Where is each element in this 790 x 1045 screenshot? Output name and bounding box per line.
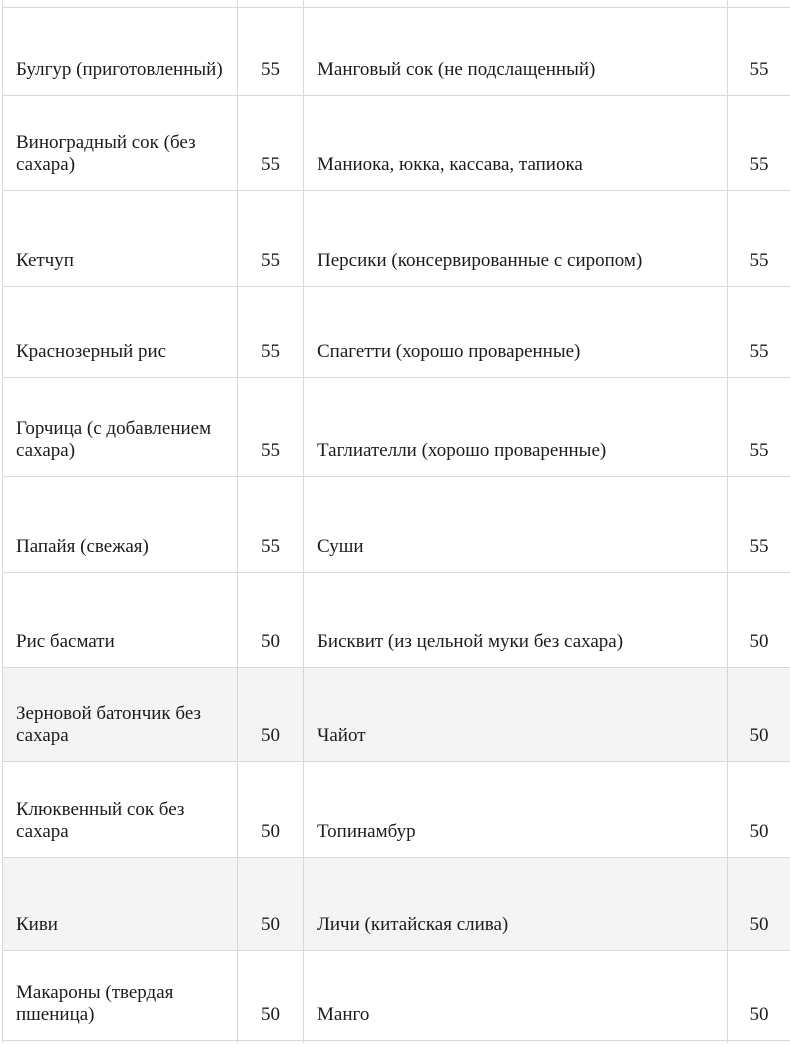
- table-row: Горчица (с добавлением сахара) 55 Таглиа…: [2, 376, 790, 477]
- table-row: Макароны (твердая пшеница) 50 Манго 50: [2, 949, 790, 1041]
- spacer-cell: [2, 1039, 238, 1043]
- gi-value-right: 50: [727, 856, 790, 951]
- gi-value-right: 50: [727, 760, 790, 858]
- spacer-cell: [303, 0, 728, 8]
- food-name-right: Спагетти (хорошо проваренные): [303, 285, 728, 378]
- gi-value-left: 55: [237, 6, 304, 96]
- gi-value-right: 50: [727, 571, 790, 668]
- table-row: Зерновой батончик без сахара 50 Чайот 50: [2, 666, 790, 762]
- table-crop-sliver-bottom: [2, 1039, 790, 1043]
- gi-value-left: 55: [237, 189, 304, 287]
- gi-value-left: 50: [237, 856, 304, 951]
- gi-value-right: 55: [727, 475, 790, 573]
- gi-value-left: 55: [237, 475, 304, 573]
- table-row: Рис басмати 50 Бисквит (из цельной муки …: [2, 571, 790, 668]
- spacer-cell: [237, 0, 304, 8]
- food-name-left: Папайя (свежая): [2, 475, 238, 573]
- food-name-left: Зерновой батончик без сахара: [2, 666, 238, 762]
- table-row: Краснозерный рис 55 Спагетти (хорошо про…: [2, 285, 790, 378]
- food-name-left: Кетчуп: [2, 189, 238, 287]
- spacer-cell: [727, 0, 790, 8]
- gi-value-right: 55: [727, 94, 790, 191]
- spacer-cell: [303, 1039, 728, 1043]
- gi-value-right: 55: [727, 285, 790, 378]
- food-name-left: Горчица (с добавлением сахара): [2, 376, 238, 477]
- food-name-left: Киви: [2, 856, 238, 951]
- table-row: Папайя (свежая) 55 Суши 55: [2, 475, 790, 573]
- gi-value-right: 50: [727, 949, 790, 1041]
- table-row: Булгур (приготовленный) 55 Манговый сок …: [2, 6, 790, 96]
- table-row: Киви 50 Личи (китайская слива) 50: [2, 856, 790, 951]
- food-name-right: Маниока, юкка, кассава, тапиока: [303, 94, 728, 191]
- table-row: Кетчуп 55 Персики (консервированные с си…: [2, 189, 790, 287]
- food-name-left: Краснозерный рис: [2, 285, 238, 378]
- table-row: Клюквенный сок без сахара 50 Топинамбур …: [2, 760, 790, 858]
- gi-value-right: 55: [727, 6, 790, 96]
- gi-value-left: 50: [237, 571, 304, 668]
- gi-value-left: 55: [237, 376, 304, 477]
- food-name-left: Булгур (приготовленный): [2, 6, 238, 96]
- food-name-right: Чайот: [303, 666, 728, 762]
- food-name-right: Манговый сок (не подслащенный): [303, 6, 728, 96]
- table-row: Виноградный сок (без сахара) 55 Маниока,…: [2, 94, 790, 191]
- gi-value-right: 55: [727, 189, 790, 287]
- gi-value-right: 50: [727, 666, 790, 762]
- spacer-cell: [727, 1039, 790, 1043]
- spacer-cell: [237, 1039, 304, 1043]
- food-name-right: Персики (консервированные с сиропом): [303, 189, 728, 287]
- food-name-right: Топинамбур: [303, 760, 728, 858]
- gi-value-right: 55: [727, 376, 790, 477]
- food-name-left: Рис басмати: [2, 571, 238, 668]
- table-crop-sliver-top: [2, 0, 790, 8]
- gi-value-left: 55: [237, 285, 304, 378]
- food-name-left: Клюквенный сок без сахара: [2, 760, 238, 858]
- gi-value-left: 50: [237, 666, 304, 762]
- food-name-right: Личи (китайская слива): [303, 856, 728, 951]
- food-name-right: Манго: [303, 949, 728, 1041]
- food-name-right: Бисквит (из цельной муки без сахара): [303, 571, 728, 668]
- spacer-cell: [2, 0, 238, 8]
- food-name-left: Виноградный сок (без сахара): [2, 94, 238, 191]
- gi-value-left: 50: [237, 760, 304, 858]
- food-name-right: Таглиателли (хорошо проваренные): [303, 376, 728, 477]
- food-name-right: Суши: [303, 475, 728, 573]
- food-name-left: Макароны (твердая пшеница): [2, 949, 238, 1041]
- gi-value-left: 50: [237, 949, 304, 1041]
- gi-value-left: 55: [237, 94, 304, 191]
